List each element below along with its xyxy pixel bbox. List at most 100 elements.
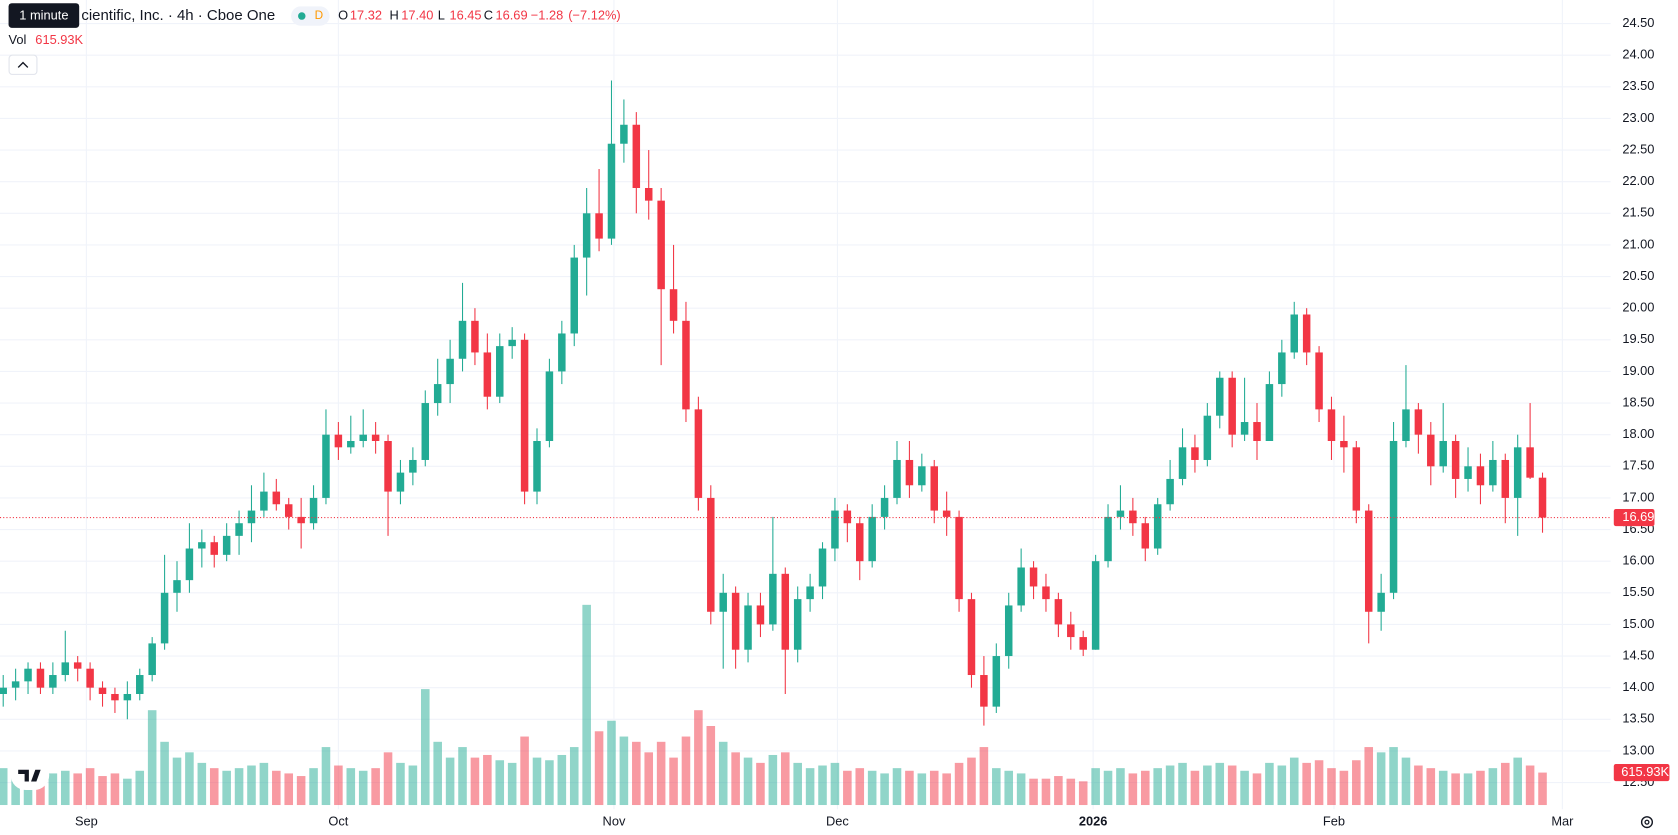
volume-bar	[1463, 773, 1473, 806]
candle-body	[893, 459, 901, 498]
y-tick-label: 17.50	[1622, 458, 1654, 473]
volume-bar	[433, 741, 442, 806]
candle-body	[1489, 459, 1497, 486]
y-tick-label: 18.50	[1622, 394, 1654, 409]
candle-body	[483, 352, 492, 397]
volume-bar	[23, 778, 33, 806]
candle-body	[682, 320, 690, 410]
volume-bar	[594, 731, 604, 806]
candle-body	[1327, 409, 1336, 441]
volume-bar	[532, 757, 542, 806]
ohlc-value: 17.32	[350, 7, 382, 22]
candle-body	[644, 187, 653, 201]
candle-body	[61, 662, 70, 676]
volume-bar	[979, 747, 989, 806]
x-tick-label: Mar	[1551, 814, 1574, 829]
y-tick-label: 14.00	[1622, 679, 1654, 694]
volume-bar	[272, 770, 281, 806]
candle-body	[1029, 567, 1038, 587]
ohlc-legend: O 17.32 H 17.40 L 16.45 C 16.69	[338, 7, 527, 22]
candle-body	[260, 491, 268, 511]
volume-bar	[197, 762, 207, 806]
candle-body	[1302, 314, 1311, 353]
ohlc-value: 17.40	[401, 7, 433, 22]
candle-body	[1228, 377, 1236, 435]
volume-bar	[1289, 757, 1299, 806]
collapse-button[interactable]	[8, 54, 38, 75]
volume-bar	[1339, 770, 1349, 806]
volume-bar	[209, 768, 219, 806]
candle-body	[1153, 504, 1162, 549]
y-tick-label: 19.50	[1622, 331, 1654, 346]
y-tick-label: 15.50	[1622, 584, 1654, 599]
volume-bar	[520, 736, 529, 806]
volume-bar	[681, 736, 691, 806]
candle-body	[0, 687, 7, 694]
candle-body	[1129, 510, 1137, 524]
volume-bar	[768, 754, 778, 806]
y-tick-label: 16.00	[1622, 553, 1654, 568]
y-tick-label: 14.50	[1622, 647, 1654, 662]
volume-bar	[458, 747, 467, 806]
volume-bar	[1476, 770, 1485, 806]
volume-bar	[1265, 762, 1274, 806]
volume-bar	[830, 762, 840, 806]
candle-body	[111, 693, 119, 701]
volume-bar	[855, 768, 865, 806]
candle-body	[86, 668, 94, 688]
candle-body	[545, 371, 554, 441]
candle-body	[1526, 447, 1534, 478]
volume-bar	[110, 773, 120, 806]
volume-bar	[172, 757, 182, 806]
candle-body	[1513, 447, 1522, 498]
volume-bar	[607, 720, 616, 806]
candle-body	[334, 434, 343, 448]
y-tick-label: 13.50	[1622, 711, 1654, 726]
volume-bar	[1029, 778, 1038, 806]
candle-body	[744, 605, 752, 650]
candle-body	[36, 668, 45, 688]
volume-bar	[1352, 760, 1361, 806]
volume-bar	[321, 747, 331, 806]
candle-body	[1178, 447, 1187, 479]
volume-bar	[1240, 770, 1249, 806]
candle-body	[173, 580, 181, 593]
candle-body	[1364, 510, 1373, 612]
candle-body	[632, 124, 641, 188]
candle-body	[868, 516, 876, 562]
volume-bar	[123, 778, 132, 806]
volume-bar	[383, 752, 393, 806]
axes: 12.5013.0013.5014.0014.5015.0015.5016.00…	[75, 15, 1670, 829]
status-badge[interactable]	[291, 6, 330, 26]
volume-bar	[905, 770, 914, 806]
volume-bar	[1041, 778, 1051, 806]
y-tick-label: 22.00	[1622, 173, 1654, 188]
logo	[18, 769, 41, 782]
volume-bar	[694, 710, 703, 806]
ohlc-value: 16.45	[449, 7, 481, 22]
candle-body	[359, 434, 367, 441]
candle-body	[272, 491, 281, 505]
volume-bar	[917, 773, 927, 806]
candle-body	[1377, 592, 1385, 612]
logo-bg[interactable]	[10, 760, 50, 791]
volume-bar	[967, 757, 976, 806]
vol-label: Vol	[9, 32, 27, 47]
settings-icon[interactable]	[1640, 816, 1654, 829]
candle-body	[1439, 440, 1447, 467]
candle-body	[235, 523, 243, 536]
candle-body	[980, 675, 988, 707]
candle-body	[818, 548, 827, 587]
candle-body	[1427, 434, 1435, 467]
candle-body	[1451, 440, 1460, 479]
volume-bar	[1103, 770, 1113, 806]
candle-body	[880, 497, 889, 517]
volume-bar	[483, 754, 492, 806]
candle-body	[1290, 314, 1298, 353]
candle-body	[793, 599, 802, 650]
volume-bar	[234, 768, 244, 806]
y-tick-label: 23.50	[1622, 78, 1654, 93]
candle-body	[570, 257, 578, 334]
candle-body	[1079, 637, 1087, 650]
candle-body	[781, 573, 790, 650]
